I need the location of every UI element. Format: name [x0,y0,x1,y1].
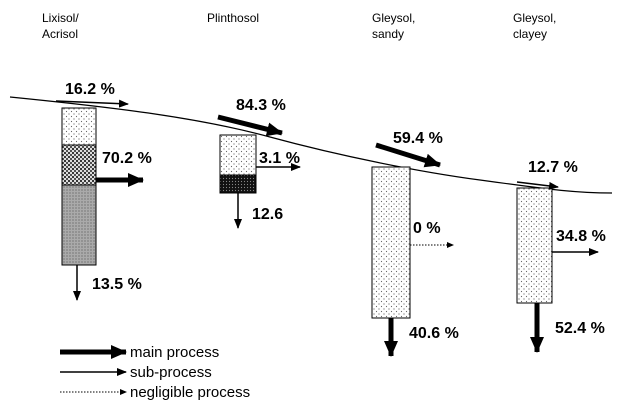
soil-layer [219,174,257,194]
inflow-label: 84.3 % [236,97,286,114]
soil-layer [61,144,97,186]
column-header: Gleysol, [372,11,415,25]
sub-process-arrow [55,99,129,108]
inflow-label: 12.7 % [528,159,578,176]
main-process-arrow [217,114,283,137]
soil-layer [61,107,97,146]
main-process-arrow [375,142,441,168]
column-header: sandy [372,27,404,41]
lateral-label: 3.1 % [259,150,300,167]
column-header: Gleysol, [513,11,556,25]
sub-process-arrow [516,181,559,190]
lateral-label: 70.2 % [102,150,152,167]
legend-label: main process [130,344,219,361]
legend-label: sub-process [130,364,212,381]
soil-layer [371,166,411,319]
column-header: Plinthosol [207,11,259,25]
drainage-label: 12.6 [252,206,283,223]
column-header: clayey [513,27,547,41]
drainage-label: 13.5 % [92,276,142,293]
inflow-label: 16.2 % [65,81,115,98]
drainage-label: 52.4 % [555,320,605,337]
soil-layer [516,187,553,304]
drainage-label: 40.6 % [409,325,459,342]
column-header: Lixisol/ [42,11,79,25]
lateral-label: 0 % [413,220,441,237]
soil-layer [219,134,257,176]
inflow-label: 59.4 % [393,130,443,147]
soil-layer [61,184,97,266]
lateral-label: 34.8 % [556,228,606,245]
column-header: Acrisol [42,27,78,41]
legend-label: negligible process [130,384,250,401]
